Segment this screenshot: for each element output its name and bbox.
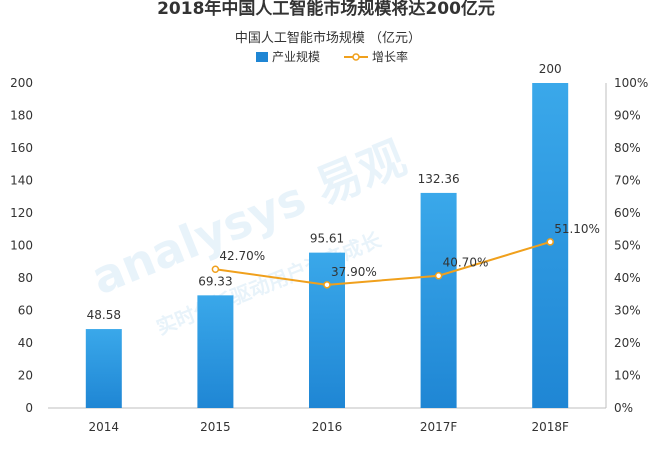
bar-value-label: 200: [539, 62, 562, 76]
y2-tick-label: 40%: [614, 271, 641, 285]
legend-bar-label: 产业规模: [272, 49, 320, 64]
axes: 0 20 40 60 80 100 120 140 160 180 200 0% 10% 20% 30% 40…: [10, 76, 648, 434]
growth-point: [546, 238, 554, 246]
growth-point: [434, 271, 443, 280]
y2-tick-label: 80%: [614, 141, 641, 155]
bar: [420, 192, 457, 408]
bar: [309, 252, 345, 408]
bar: [85, 329, 122, 408]
y-tick-label: 120: [10, 206, 33, 220]
growth-line-path: [215, 240, 551, 286]
y-tick-label: 180: [10, 109, 33, 123]
growth-value-label: 51.10%: [554, 222, 600, 236]
legend-bar-swatch: [256, 52, 268, 62]
legend-line-marker: [352, 53, 360, 61]
y2-tick-label: 60%: [614, 206, 641, 220]
x-tick-label: 2017F: [420, 420, 458, 434]
bar-value-label: 95.61: [310, 232, 344, 246]
x-tick-label: 2015: [200, 420, 231, 434]
y2-tick-label: 50%: [614, 239, 641, 253]
bar-value-label: 132.36: [418, 172, 460, 186]
x-tick-label: 2018F: [531, 420, 569, 434]
growth-point: [211, 265, 220, 273]
y-tick-label: 200: [10, 76, 33, 90]
y-tick-label: 40: [18, 336, 33, 350]
y-tick-label: 60: [18, 304, 33, 318]
y-tick-label: 160: [10, 141, 33, 155]
bar: [197, 295, 234, 408]
y2-tick-label: 70%: [614, 174, 641, 188]
growth-line: [211, 238, 554, 289]
legend: 产业规模 增长率: [256, 49, 408, 64]
y2-tick-label: 20%: [614, 336, 641, 350]
y2-tick-label: 0%: [614, 401, 633, 415]
x-tick-label: 2016: [312, 420, 343, 434]
bar-value-label: 48.58: [87, 308, 121, 322]
watermark: analysys 易观 实时分析驱动用户资产成长: [84, 130, 413, 339]
y2-tick-label: 100%: [614, 76, 648, 90]
x-tick-label: 2014: [89, 420, 120, 434]
y2-tick-label: 30%: [614, 304, 641, 318]
growth-value-label: 37.90%: [331, 265, 377, 279]
y-tick-label: 0: [25, 401, 33, 415]
y-tick-label: 100: [10, 239, 33, 253]
bar-value-label: 69.33: [198, 274, 232, 288]
data-labels: 48.58 69.33 95.61 132.36 200 42.70% 37.90% 40.7…: [87, 62, 600, 322]
chart-title: 2018年中国人工智能市场规模将达200亿元: [157, 0, 495, 19]
chart-subtitle: 中国人工智能市场规模 （亿元）: [235, 30, 421, 46]
y-tick-label: 140: [10, 174, 33, 188]
growth-value-label: 40.70%: [443, 256, 489, 270]
y-tick-label: 80: [18, 271, 33, 285]
y-tick-label: 20: [18, 369, 33, 383]
legend-line-label: 增长率: [372, 49, 408, 64]
y2-tick-label: 90%: [614, 109, 641, 123]
growth-value-label: 42.70%: [219, 249, 265, 263]
y2-tick-label: 10%: [614, 369, 641, 383]
bars: [85, 83, 569, 408]
growth-point: [323, 281, 331, 289]
